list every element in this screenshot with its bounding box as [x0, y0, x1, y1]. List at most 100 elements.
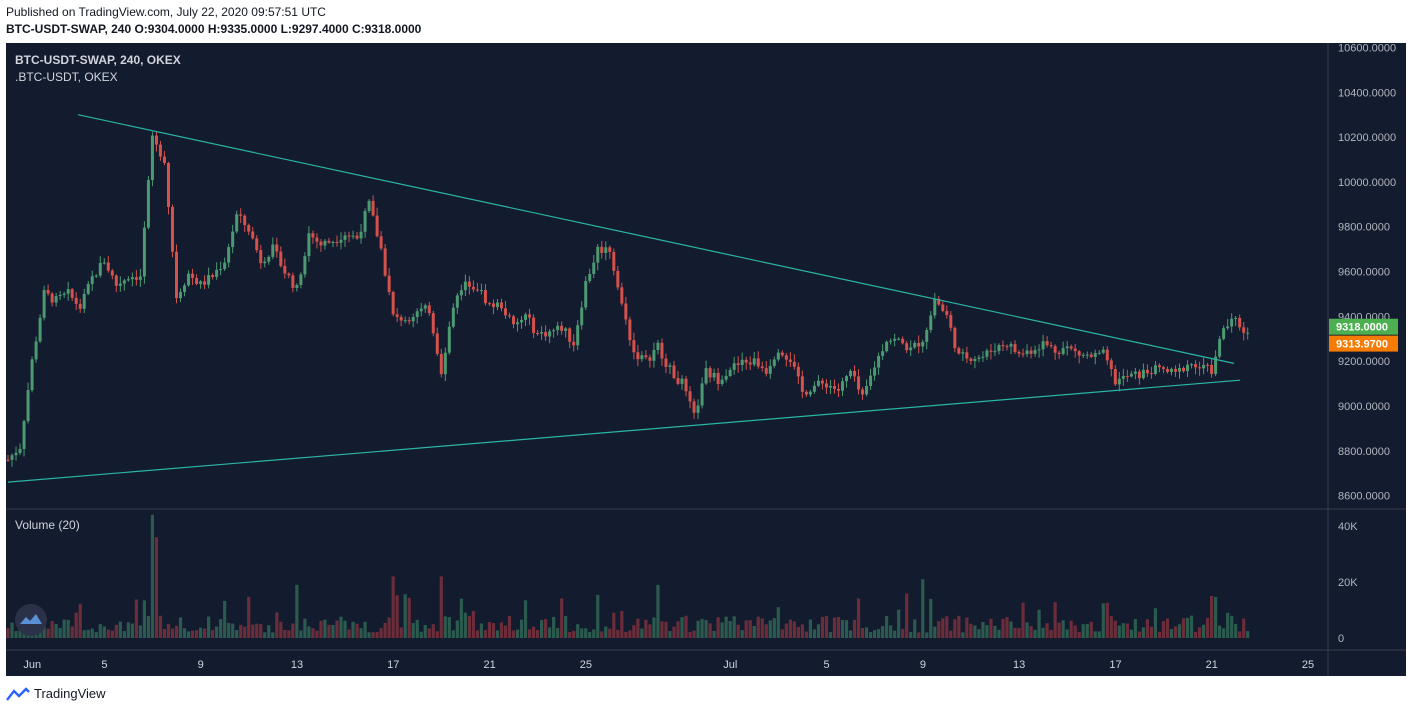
volume-legend[interactable]: Volume (20): [15, 518, 80, 532]
volume-bar: [427, 628, 431, 638]
volume-bar: [263, 632, 267, 638]
volume-bar: [1210, 596, 1214, 638]
volume-bar: [556, 628, 560, 638]
candle-body: [371, 200, 375, 216]
volume-bar: [186, 631, 191, 638]
volume-bar: [997, 629, 1001, 638]
volume-bar: [656, 584, 660, 638]
volume-bar: [897, 609, 901, 638]
volume-bar: [680, 617, 684, 638]
time-tick-label: 5: [101, 659, 107, 671]
volume-bar: [596, 594, 600, 638]
candle-body: [34, 341, 38, 360]
volume-bar: [989, 618, 993, 638]
volume-tick-label: 40K: [1338, 521, 1358, 533]
volume-bar: [235, 630, 239, 638]
volume-bar: [42, 622, 46, 638]
candle-body: [399, 317, 403, 321]
volume-bar: [965, 617, 969, 638]
candle-body: [1081, 354, 1085, 356]
footer-brand[interactable]: TradingView: [6, 686, 106, 701]
volume-bar: [921, 579, 925, 638]
candle-body: [375, 215, 379, 237]
volume-bar: [211, 630, 215, 638]
candle-body: [684, 378, 688, 392]
candle-body: [1129, 373, 1133, 377]
volume-bar: [1169, 629, 1174, 638]
candle-body: [199, 281, 203, 285]
candle-body: [985, 350, 989, 357]
volume-bar: [1085, 623, 1089, 638]
volume-bar: [327, 624, 331, 638]
volume-bar: [949, 630, 953, 638]
candle-body: [439, 353, 443, 375]
candle-body: [1198, 367, 1202, 369]
candle-body: [1101, 349, 1105, 353]
volume-bar: [877, 629, 881, 638]
volume-bar: [852, 619, 857, 638]
volume-bar: [295, 584, 299, 638]
volume-bar: [1177, 624, 1182, 638]
candle-body: [752, 358, 756, 365]
volume-bar: [146, 616, 151, 638]
volume-bar: [1141, 627, 1145, 638]
volume-bar: [1226, 612, 1230, 638]
volume-bar: [1218, 625, 1222, 638]
candle-body: [1109, 360, 1113, 370]
candle-body: [54, 296, 58, 303]
volume-bar: [335, 620, 339, 638]
candle-body: [62, 293, 66, 295]
candle-body: [1173, 368, 1177, 372]
candle-body: [981, 356, 985, 358]
volume-bar: [1234, 623, 1238, 638]
volume-bar: [347, 629, 351, 638]
candle-body: [1057, 352, 1061, 354]
volume-bar: [227, 622, 231, 638]
candle-body: [508, 315, 511, 317]
tradingview-watermark-icon: [15, 604, 47, 636]
candle-body: [832, 385, 836, 389]
candle-body: [973, 358, 977, 362]
candle-body: [243, 215, 247, 226]
volume-bar: [519, 619, 524, 638]
candle-body: [50, 293, 54, 303]
candle-body: [644, 355, 648, 358]
candle-body: [692, 401, 696, 413]
published-line: Published on TradingView.com, July 22, 2…: [6, 5, 326, 19]
symbol-title: BTC-USDT-SWAP, 240, OKEX: [15, 53, 181, 67]
candle-body: [18, 448, 22, 453]
candle-body: [255, 238, 259, 251]
volume-bar: [423, 624, 427, 638]
volume-bar: [1029, 626, 1033, 638]
volume-bar: [383, 622, 387, 638]
candle-body: [1137, 371, 1141, 379]
volume-bar: [792, 621, 796, 638]
price-label-text: 9313.9700: [1336, 339, 1388, 351]
candle-body: [267, 256, 271, 262]
candle-body: [857, 376, 861, 390]
volume-bar: [632, 625, 636, 638]
candle-body: [1033, 350, 1037, 354]
candle-body: [784, 355, 788, 360]
volume-bar: [70, 626, 74, 638]
candle-body: [516, 322, 520, 325]
volume-bar: [844, 620, 849, 638]
volume-bar: [660, 621, 664, 638]
volume-bar: [548, 627, 552, 638]
candle-body: [512, 316, 516, 325]
candle-body: [1105, 349, 1109, 361]
time-tick-label: 21: [1206, 659, 1218, 671]
volume-bar: [190, 630, 195, 638]
price-tick-label: 10400.0000: [1338, 87, 1396, 99]
volume-bar: [90, 628, 94, 638]
volume-bar: [198, 627, 203, 638]
candle-body: [1222, 328, 1226, 339]
symbol-legend[interactable]: BTC-USDT-SWAP, 240, OKEX .BTC-USDT, OKEX: [15, 53, 181, 84]
volume-bar: [491, 623, 496, 638]
candle-body: [1025, 350, 1029, 354]
volume-bar: [752, 625, 756, 638]
resistance-trendline: [77, 114, 1235, 364]
candle-body: [1045, 341, 1049, 346]
candle-body: [728, 369, 732, 376]
